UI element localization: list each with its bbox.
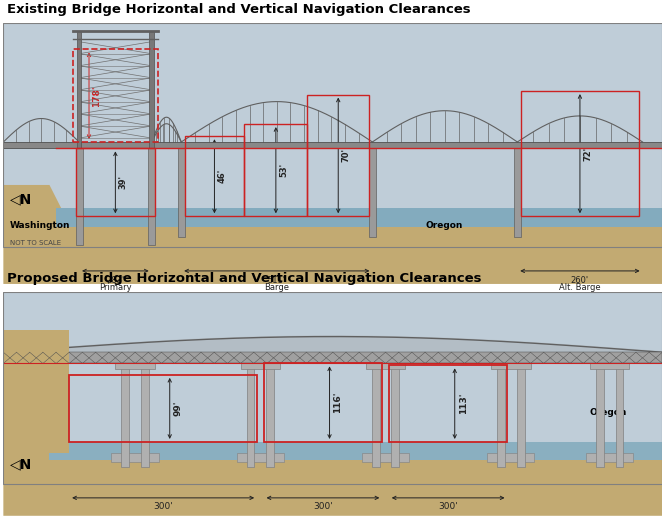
Text: Oregon: Oregon bbox=[425, 221, 462, 230]
Bar bbox=[77, 31, 82, 148]
Bar bbox=[389, 365, 508, 442]
Bar bbox=[372, 364, 379, 466]
Bar bbox=[149, 31, 154, 148]
Bar bbox=[241, 364, 280, 369]
Bar bbox=[121, 364, 129, 466]
Text: ◁N: ◁N bbox=[10, 457, 32, 471]
Bar bbox=[266, 364, 274, 466]
Text: Proposed Bridge Horizontal and Vertical Navigation Clearances: Proposed Bridge Horizontal and Vertical … bbox=[7, 272, 481, 285]
Bar bbox=[56, 208, 662, 227]
Text: Washington: Washington bbox=[10, 221, 70, 230]
Bar bbox=[491, 364, 531, 369]
Bar bbox=[76, 148, 155, 216]
Text: NOT TO SCALE: NOT TO SCALE bbox=[10, 240, 61, 246]
Text: 39': 39' bbox=[118, 176, 128, 189]
Bar bbox=[596, 364, 603, 466]
Bar bbox=[615, 364, 624, 466]
Bar bbox=[514, 148, 520, 237]
Bar bbox=[50, 442, 662, 460]
Bar bbox=[3, 142, 662, 148]
Bar bbox=[3, 23, 662, 247]
Text: 260': 260' bbox=[571, 276, 589, 285]
Bar bbox=[520, 91, 640, 216]
Text: 283': 283' bbox=[106, 276, 124, 285]
Text: 53': 53' bbox=[279, 163, 288, 177]
Text: 300': 300' bbox=[313, 502, 332, 511]
Bar bbox=[72, 49, 158, 142]
Text: 70': 70' bbox=[342, 148, 351, 163]
Text: 72': 72' bbox=[583, 146, 592, 161]
Text: 113': 113' bbox=[459, 393, 468, 414]
Bar bbox=[3, 23, 662, 245]
Bar bbox=[246, 364, 254, 466]
Text: 300': 300' bbox=[153, 502, 173, 511]
Text: 99': 99' bbox=[174, 401, 183, 416]
Bar bbox=[244, 124, 307, 216]
Bar bbox=[69, 375, 257, 442]
Text: 116': 116' bbox=[333, 392, 343, 413]
Bar bbox=[590, 364, 630, 369]
Text: Washington: Washington bbox=[10, 408, 70, 417]
Bar bbox=[369, 148, 376, 237]
Bar bbox=[391, 364, 399, 466]
Bar bbox=[264, 364, 382, 442]
Text: Oregon: Oregon bbox=[590, 408, 628, 417]
Bar bbox=[366, 364, 405, 369]
Bar bbox=[497, 364, 505, 466]
Bar bbox=[586, 453, 634, 462]
Text: Alt. Barge
Channel: Alt. Barge Channel bbox=[559, 282, 601, 302]
Bar bbox=[112, 453, 159, 462]
Bar bbox=[178, 148, 185, 237]
Bar bbox=[185, 137, 244, 216]
Bar bbox=[3, 292, 662, 466]
Bar bbox=[141, 364, 149, 466]
Bar bbox=[56, 208, 662, 227]
Bar bbox=[516, 364, 524, 466]
Text: ◁N: ◁N bbox=[10, 192, 32, 206]
Bar bbox=[115, 364, 155, 369]
Bar bbox=[148, 148, 155, 245]
Bar bbox=[76, 148, 83, 245]
Polygon shape bbox=[3, 185, 662, 284]
Bar bbox=[3, 330, 69, 453]
Bar bbox=[487, 453, 535, 462]
Bar bbox=[237, 453, 284, 462]
Bar bbox=[3, 292, 662, 485]
Text: Existing Bridge Horizontal and Vertical Navigation Clearances: Existing Bridge Horizontal and Vertical … bbox=[7, 3, 470, 16]
Text: 511': 511' bbox=[268, 276, 286, 285]
Bar bbox=[3, 352, 662, 364]
Text: 46': 46' bbox=[217, 169, 227, 183]
Text: Primary
Channel: Primary Channel bbox=[98, 282, 132, 302]
Text: 178': 178' bbox=[92, 85, 101, 107]
Text: 300': 300' bbox=[438, 502, 458, 511]
Text: Barge
Channel: Barge Channel bbox=[260, 282, 294, 302]
Bar bbox=[362, 453, 409, 462]
Bar bbox=[307, 95, 369, 216]
Polygon shape bbox=[3, 404, 662, 516]
